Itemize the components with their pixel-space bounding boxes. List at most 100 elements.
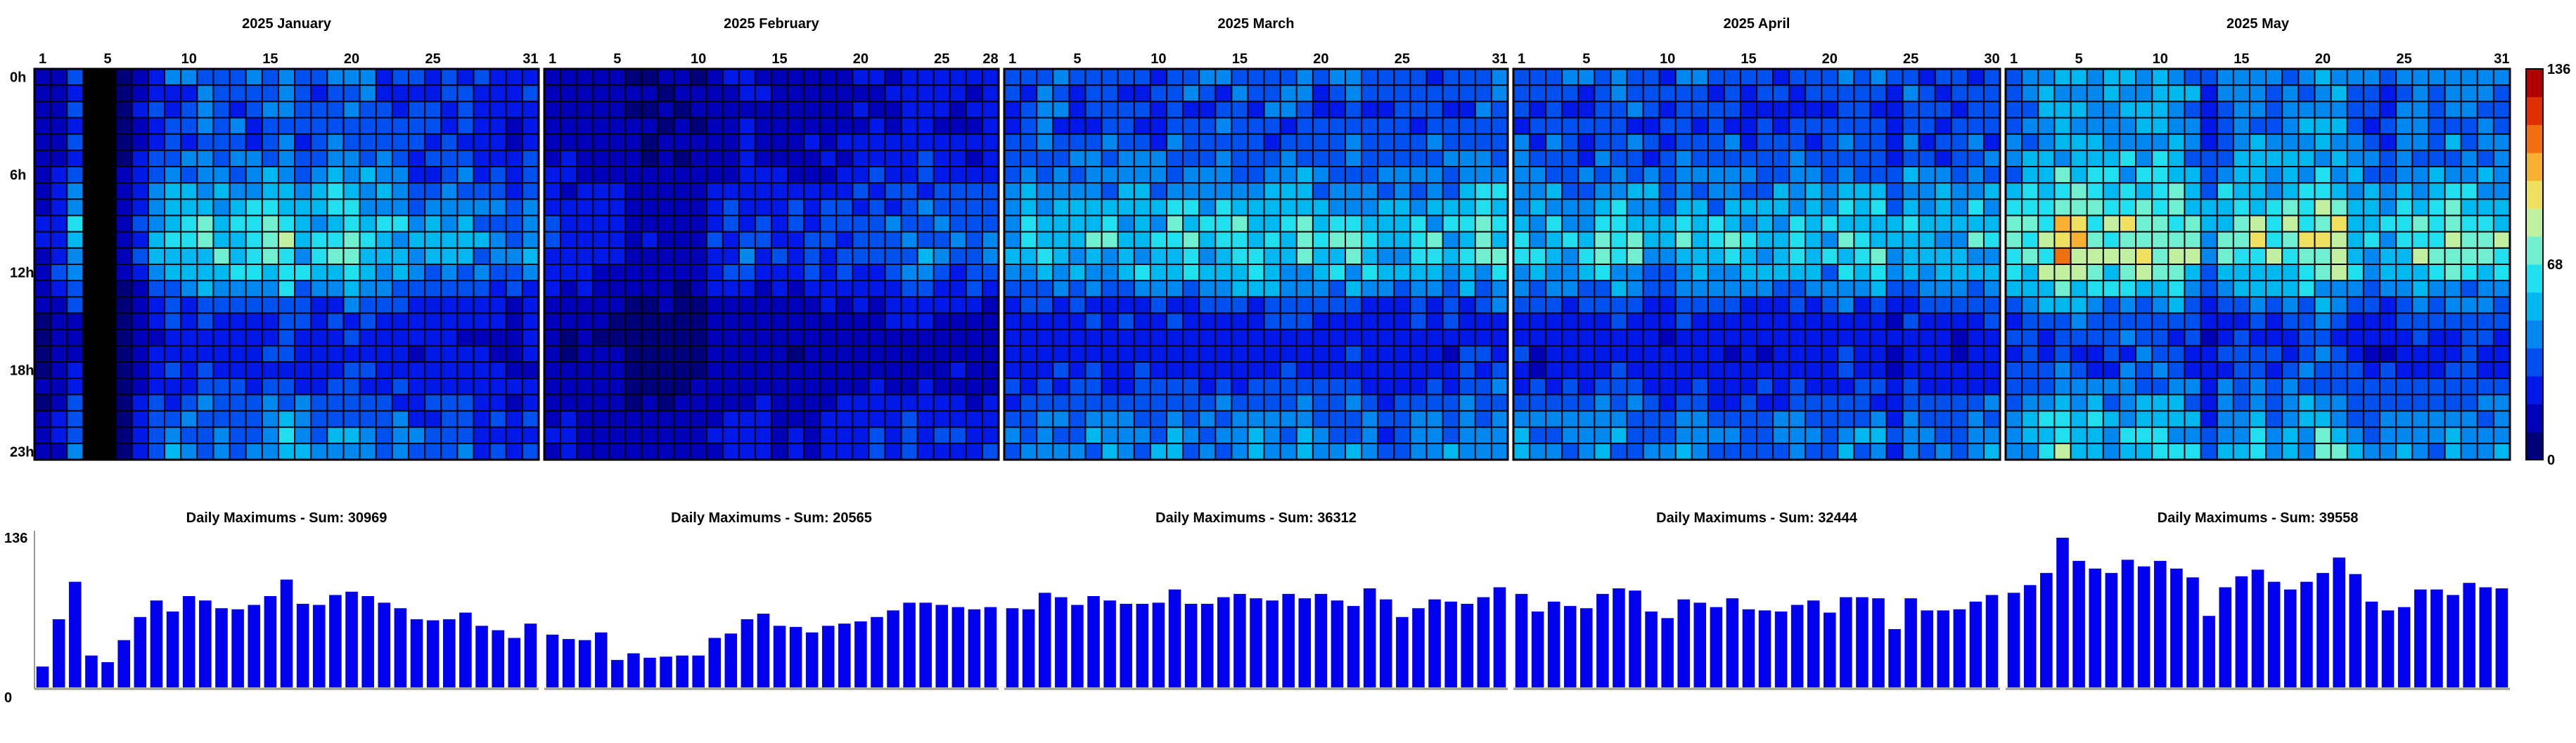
heatmap-cell (2136, 183, 2152, 199)
heatmap-cell (755, 200, 771, 215)
heatmap-cell (2494, 216, 2509, 231)
heatmap-cell (2413, 167, 2428, 183)
heatmap-cell (2315, 330, 2331, 345)
heatmap-cell (295, 346, 311, 361)
heatmap-cell (674, 70, 690, 85)
heatmap-cell (1903, 363, 1918, 378)
heatmap-cell (902, 102, 917, 117)
heatmap-cell (2136, 150, 2152, 166)
heatmap-cell (1806, 330, 1821, 345)
heatmap-cell (2397, 183, 2412, 199)
heatmap-cell (1167, 314, 1183, 329)
heatmap-cell (934, 134, 949, 150)
heatmap-cell (246, 134, 262, 150)
heatmap-cell (1627, 150, 1643, 166)
heatmap-cell (869, 427, 885, 443)
heatmap-cell (68, 134, 83, 150)
heatmap-cell (328, 200, 343, 215)
heatmap-cell (1411, 216, 1426, 231)
heatmap-cell (165, 314, 181, 329)
heatmap-cell (853, 395, 869, 411)
heatmap-cell (2494, 330, 2509, 345)
heatmap-cell (626, 363, 641, 378)
heatmap-cell (2234, 444, 2249, 459)
heatmap-cell (1741, 411, 1756, 427)
heatmap-cell (1968, 265, 1983, 280)
heatmap-cell (1037, 395, 1053, 411)
heatmap-cell (2347, 379, 2363, 394)
heatmap-cell (918, 134, 933, 150)
heatmap-cell (1427, 150, 1442, 166)
heatmap-cell (344, 444, 359, 459)
heatmap-cell (2429, 379, 2444, 394)
heatmap-cell (821, 330, 836, 345)
heatmap-cell (577, 379, 593, 394)
heatmap-cell (2136, 118, 2152, 134)
heatmap-cell (2071, 167, 2087, 183)
heatmap-cell (116, 297, 132, 313)
heatmap-cell (1102, 363, 1117, 378)
heatmap-cell (1102, 427, 1117, 443)
heatmap-cell (1395, 86, 1410, 101)
heatmap-cell (100, 411, 115, 427)
heatmap-cell (805, 102, 820, 117)
heatmap-cell (626, 411, 641, 427)
heatmap-cell (1492, 444, 1507, 459)
heatmap-cell (458, 248, 473, 264)
heatmap-cell (2397, 86, 2412, 101)
heatmap-cell (610, 265, 625, 280)
heatmap-cell (100, 346, 115, 361)
heatmap-cell (100, 281, 115, 297)
heatmap-cell (691, 70, 706, 85)
heatmap-cell (2169, 102, 2184, 117)
heatmap-cell (1790, 232, 1805, 247)
heatmap-cell (2023, 411, 2038, 427)
heatmap-cell (869, 118, 885, 134)
heatmap-cell (376, 330, 392, 345)
heatmap-cell (1005, 330, 1020, 345)
heatmap-cell (2331, 167, 2347, 183)
heatmap-cell (2071, 248, 2087, 264)
heatmap-cell (1968, 363, 1983, 378)
heatmap-cell (1952, 200, 1967, 215)
heatmap-cell (1903, 411, 1918, 427)
heatmap-cell (1297, 118, 1312, 134)
heatmap-cell (561, 265, 577, 280)
heatmap-cell (739, 232, 755, 247)
heatmap-cell (312, 167, 327, 183)
heatmap-cell (230, 314, 245, 329)
heatmap-cell (68, 167, 83, 183)
heatmap-cell (626, 297, 641, 313)
heatmap-cell (1822, 216, 1838, 231)
heatmap-cell (2120, 297, 2136, 313)
heatmap-cell (2201, 118, 2217, 134)
heatmap-cell (1248, 86, 1264, 101)
heatmap-cell (1708, 330, 1724, 345)
heatmap-cell (966, 200, 982, 215)
heatmap-cell (409, 70, 425, 85)
heatmap-cell (1530, 314, 1546, 329)
heatmap-cell (425, 395, 441, 411)
heatmap-cell (2445, 346, 2461, 361)
heatmap-cell (230, 183, 245, 199)
heatmap-cell (181, 427, 197, 443)
heatmap-cell (523, 363, 538, 378)
day-tick-label: 30 (1984, 51, 1999, 67)
heatmap-cell (1297, 150, 1312, 166)
daily-max-bar (919, 602, 932, 687)
heatmap-cell (739, 216, 755, 231)
heatmap-cell (2315, 363, 2331, 378)
heatmap-cell (2413, 134, 2428, 150)
heatmap-cell (1200, 297, 1215, 313)
daily-max-bar (1726, 598, 1739, 687)
heatmap-cell (950, 395, 966, 411)
heatmap-cell (490, 70, 506, 85)
heatmap-cell (1595, 70, 1610, 85)
heatmap-cell (2299, 379, 2314, 394)
heatmap-cell (2364, 411, 2379, 427)
heatmap-cell (821, 200, 836, 215)
heatmap-cell (1443, 330, 1459, 345)
heatmap-cell (1427, 346, 1442, 361)
heatmap-cell (458, 232, 473, 247)
heatmap-cell (788, 216, 804, 231)
